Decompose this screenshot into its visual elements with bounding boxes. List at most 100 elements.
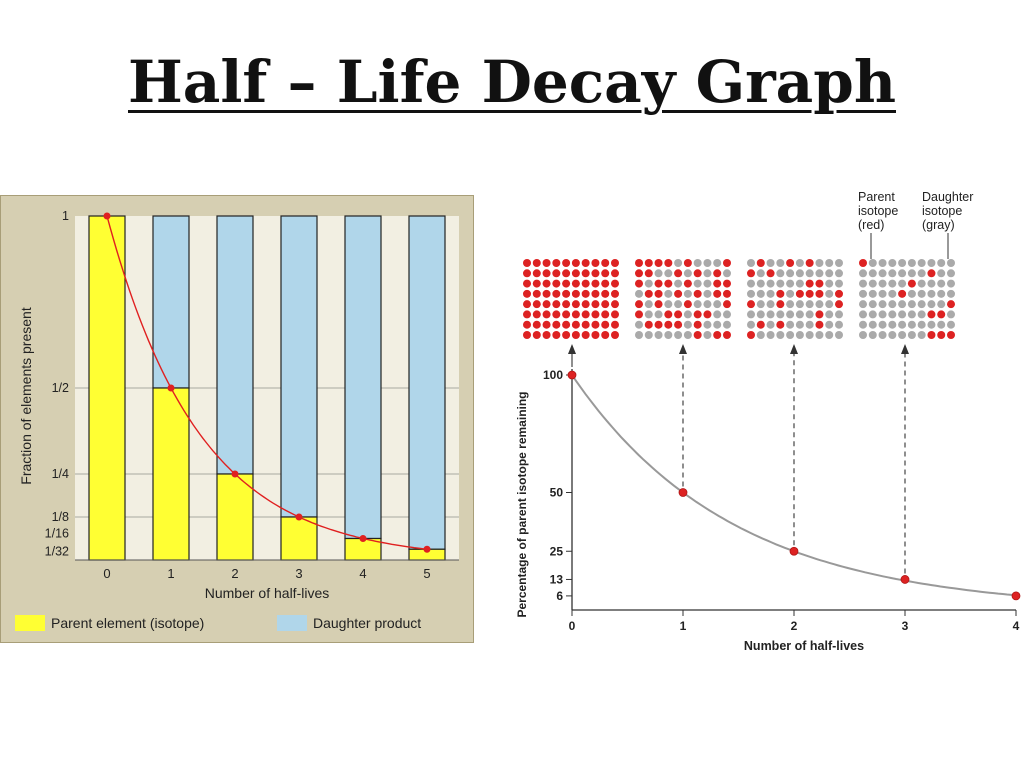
parent-atom [581,310,590,319]
daughter-atom [888,320,897,329]
daughter-atom [888,300,897,309]
parent-atom [723,259,731,267]
daughter-atom [888,310,897,319]
decay-point [295,513,303,521]
parent-atom [693,310,702,319]
daughter-atom [835,269,843,278]
daughter-atom [878,331,887,339]
parent-atom [532,259,541,267]
parent-atom [747,300,755,309]
daughter-atom [815,269,824,278]
daughter-atom [766,300,775,309]
y-tick-label: 1/2 [52,381,69,395]
daughter-atom [703,331,712,339]
daughter-atom [805,310,814,319]
daughter-atom [947,320,955,329]
parent-atom [552,259,561,267]
daughter-atom [756,289,765,298]
parent-atom [581,279,590,288]
parent-atom [571,289,580,298]
daughter-atom [907,269,916,278]
parent-atom [542,320,551,329]
daughter-atom [898,320,907,329]
parent-atom [611,259,619,267]
daughter-atom [835,331,843,339]
daughter-atom [703,289,712,298]
parent-atom [611,320,619,329]
daughter-atom [898,310,907,319]
daughter-atom [917,269,926,278]
legend-label-parent: Parent element (isotope) [51,615,204,631]
parent-atom [805,279,814,288]
daughter-atom [644,310,653,319]
parent-atom [591,259,600,267]
daughter-atom [683,289,692,298]
bar-daughter [216,215,254,475]
parent-atom [937,310,946,319]
y-tick-label: 1/16 [45,527,69,541]
daughter-atom [835,279,843,288]
daughter-atom [907,320,916,329]
parent-atom [859,259,867,267]
y-tick-label: 1 [62,209,69,223]
parent-atom [591,331,600,339]
parent-atom [723,300,731,309]
daughter-atom [825,310,834,319]
daughter-atom [947,269,955,278]
daughter-atom [868,320,877,329]
parent-atom [542,269,551,278]
daughter-atom [766,289,775,298]
daughter-atom [786,269,795,278]
daughter-atom [898,331,907,339]
daughter-atom [703,300,712,309]
daughter-atom [786,300,795,309]
daughter-atom [917,320,926,329]
daughter-atom [937,279,946,288]
daughter-atom [776,310,785,319]
daughter-atom [825,259,834,267]
daughter-atom [786,331,795,339]
daughter-atom [947,279,955,288]
daughter-atom [703,279,712,288]
data-point [678,488,688,497]
parent-atom [815,289,824,298]
parent-atom [683,300,692,309]
parent-atom [693,320,702,329]
daughter-atom [825,269,834,278]
daughter-atom [795,320,804,329]
parent-atom [542,310,551,319]
parent-atom [756,259,765,267]
daughter-atom [756,279,765,288]
daughter-atom [815,259,824,267]
daughter-atom [795,300,804,309]
parent-atom [664,320,673,329]
connector-arrowhead [790,344,798,354]
legend-daughter-line2: isotope [922,204,962,218]
daughter-atom [795,259,804,267]
daughter-atom [815,300,824,309]
slide-title-text: Half – Life Decay Graph [128,48,896,116]
parent-atom [664,279,673,288]
daughter-atom [654,331,663,339]
daughter-atom [927,289,936,298]
parent-atom [562,331,571,339]
daughter-atom [805,331,814,339]
daughter-atom [747,259,755,267]
parent-atom [693,289,702,298]
parent-atom [776,320,785,329]
parent-atom [552,279,561,288]
parent-atom [664,259,673,267]
daughter-atom [703,320,712,329]
parent-atom [835,300,843,309]
daughter-atom [868,269,877,278]
daughter-atom [927,279,936,288]
x-tick-label: 3 [902,619,909,633]
daughter-atom [664,269,673,278]
daughter-atom [888,269,897,278]
daughter-atom [795,310,804,319]
bar-parent [152,387,190,561]
daughter-atom [907,259,916,267]
daughter-atom [747,279,755,288]
parent-atom [591,310,600,319]
parent-atom [562,289,571,298]
